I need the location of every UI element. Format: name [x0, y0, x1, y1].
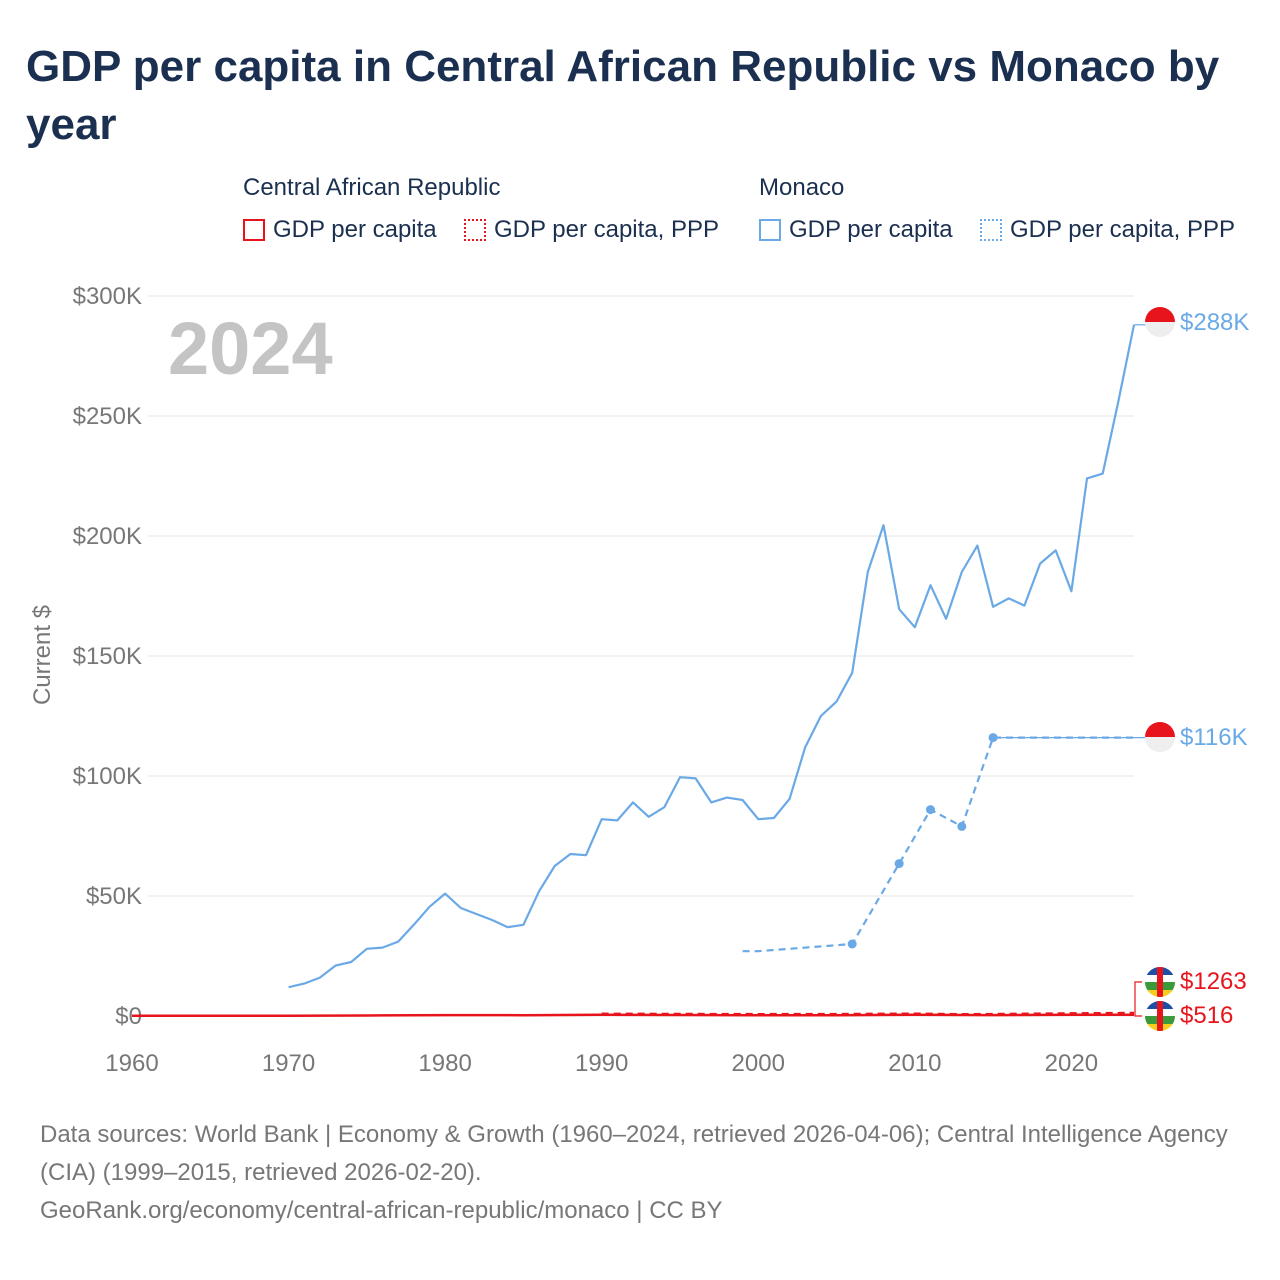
x-tick-label: 2010	[888, 1050, 941, 1077]
y-tick-label: $50K	[86, 883, 142, 910]
x-tick-label: 1960	[105, 1050, 158, 1077]
year-watermark: 2024	[168, 307, 333, 390]
source-note: Data sources: World Bank | Economy & Gro…	[40, 1116, 1250, 1230]
y-tick-label: $150K	[73, 643, 142, 670]
end-label-monaco-gdp: $288K	[1180, 309, 1249, 336]
end-label-monaco-ppp: $116K	[1180, 724, 1248, 751]
y-tick-label: $100K	[73, 763, 142, 790]
end-label-car-gdp: $516	[1180, 1002, 1233, 1029]
monaco-ppp-point	[957, 821, 967, 831]
x-tick-label: 1990	[575, 1050, 628, 1077]
legend-car-gdp[interactable]: GDP per capita	[243, 216, 437, 244]
y-tick-label: $250K	[73, 403, 142, 430]
legend-car-gdp-swatch	[243, 219, 265, 241]
car-flag-icon	[1145, 967, 1175, 997]
legend-monaco-ppp-swatch	[980, 219, 1002, 241]
legend-car-gdp-label: GDP per capita	[273, 216, 437, 243]
legend-car-ppp-swatch	[464, 219, 486, 241]
legend-car-ppp-label: GDP per capita, PPP	[494, 216, 719, 243]
monaco-gdp-per-capita-line	[288, 324, 1136, 989]
monaco-ppp-point	[894, 859, 904, 869]
car-flag-icon	[1145, 1001, 1175, 1031]
chart-area: $0$50K$100K$150K$200K$250K$300K 1960 1970…	[29, 283, 1249, 1077]
chart-title: GDP per capita in Central African Republ…	[26, 42, 1220, 149]
car-label-bracket	[1134, 981, 1142, 1017]
gridlines	[148, 295, 1134, 1017]
series-layer	[131, 324, 1150, 1018]
legend-monaco-gdp-swatch	[759, 219, 781, 241]
legend-monaco-gdp-label: GDP per capita	[789, 216, 953, 243]
legend-monaco-gdp[interactable]: GDP per capita	[759, 216, 953, 244]
legend-monaco-ppp[interactable]: GDP per capita, PPP	[980, 216, 1235, 244]
monaco-gdp-per-capita-ppp-line	[742, 736, 1134, 953]
central-african-republic-gdp-per-capita-line	[131, 1013, 1134, 1018]
y-tick-label: $200K	[73, 523, 142, 550]
monaco-flag-icon	[1145, 307, 1175, 337]
x-tick-label: 2000	[732, 1050, 785, 1077]
y-axis-label: Current $	[29, 605, 56, 705]
x-tick-label: 2020	[1045, 1050, 1098, 1077]
x-axis: 1960 1970 1980 1990 2000 2010 2020	[105, 1050, 1098, 1077]
end-label-car-ppp: $1263	[1180, 968, 1247, 995]
x-tick-label: 1980	[418, 1050, 471, 1077]
monaco-ppp-point	[925, 805, 935, 815]
legend-car-ppp[interactable]: GDP per capita, PPP	[464, 216, 719, 244]
legend-group-monaco: Monaco	[759, 174, 845, 201]
monaco-ppp-point	[847, 939, 857, 949]
x-tick-label: 1970	[262, 1050, 315, 1077]
source-line-1: Data sources: World Bank | Economy & Gro…	[40, 1121, 1228, 1186]
y-tick-label: $300K	[73, 283, 142, 310]
central-african-republic-gdp-per-capita-ppp-line	[601, 1011, 1135, 1016]
y-axis: $0$50K$100K$150K$200K$250K$300K	[73, 283, 142, 1030]
legend-monaco-ppp-label: GDP per capita, PPP	[1010, 216, 1235, 243]
source-line-2: GeoRank.org/economy/central-african-repu…	[40, 1197, 723, 1224]
legend-group-car: Central African Republic	[243, 174, 501, 201]
monaco-flag-icon	[1145, 722, 1175, 752]
